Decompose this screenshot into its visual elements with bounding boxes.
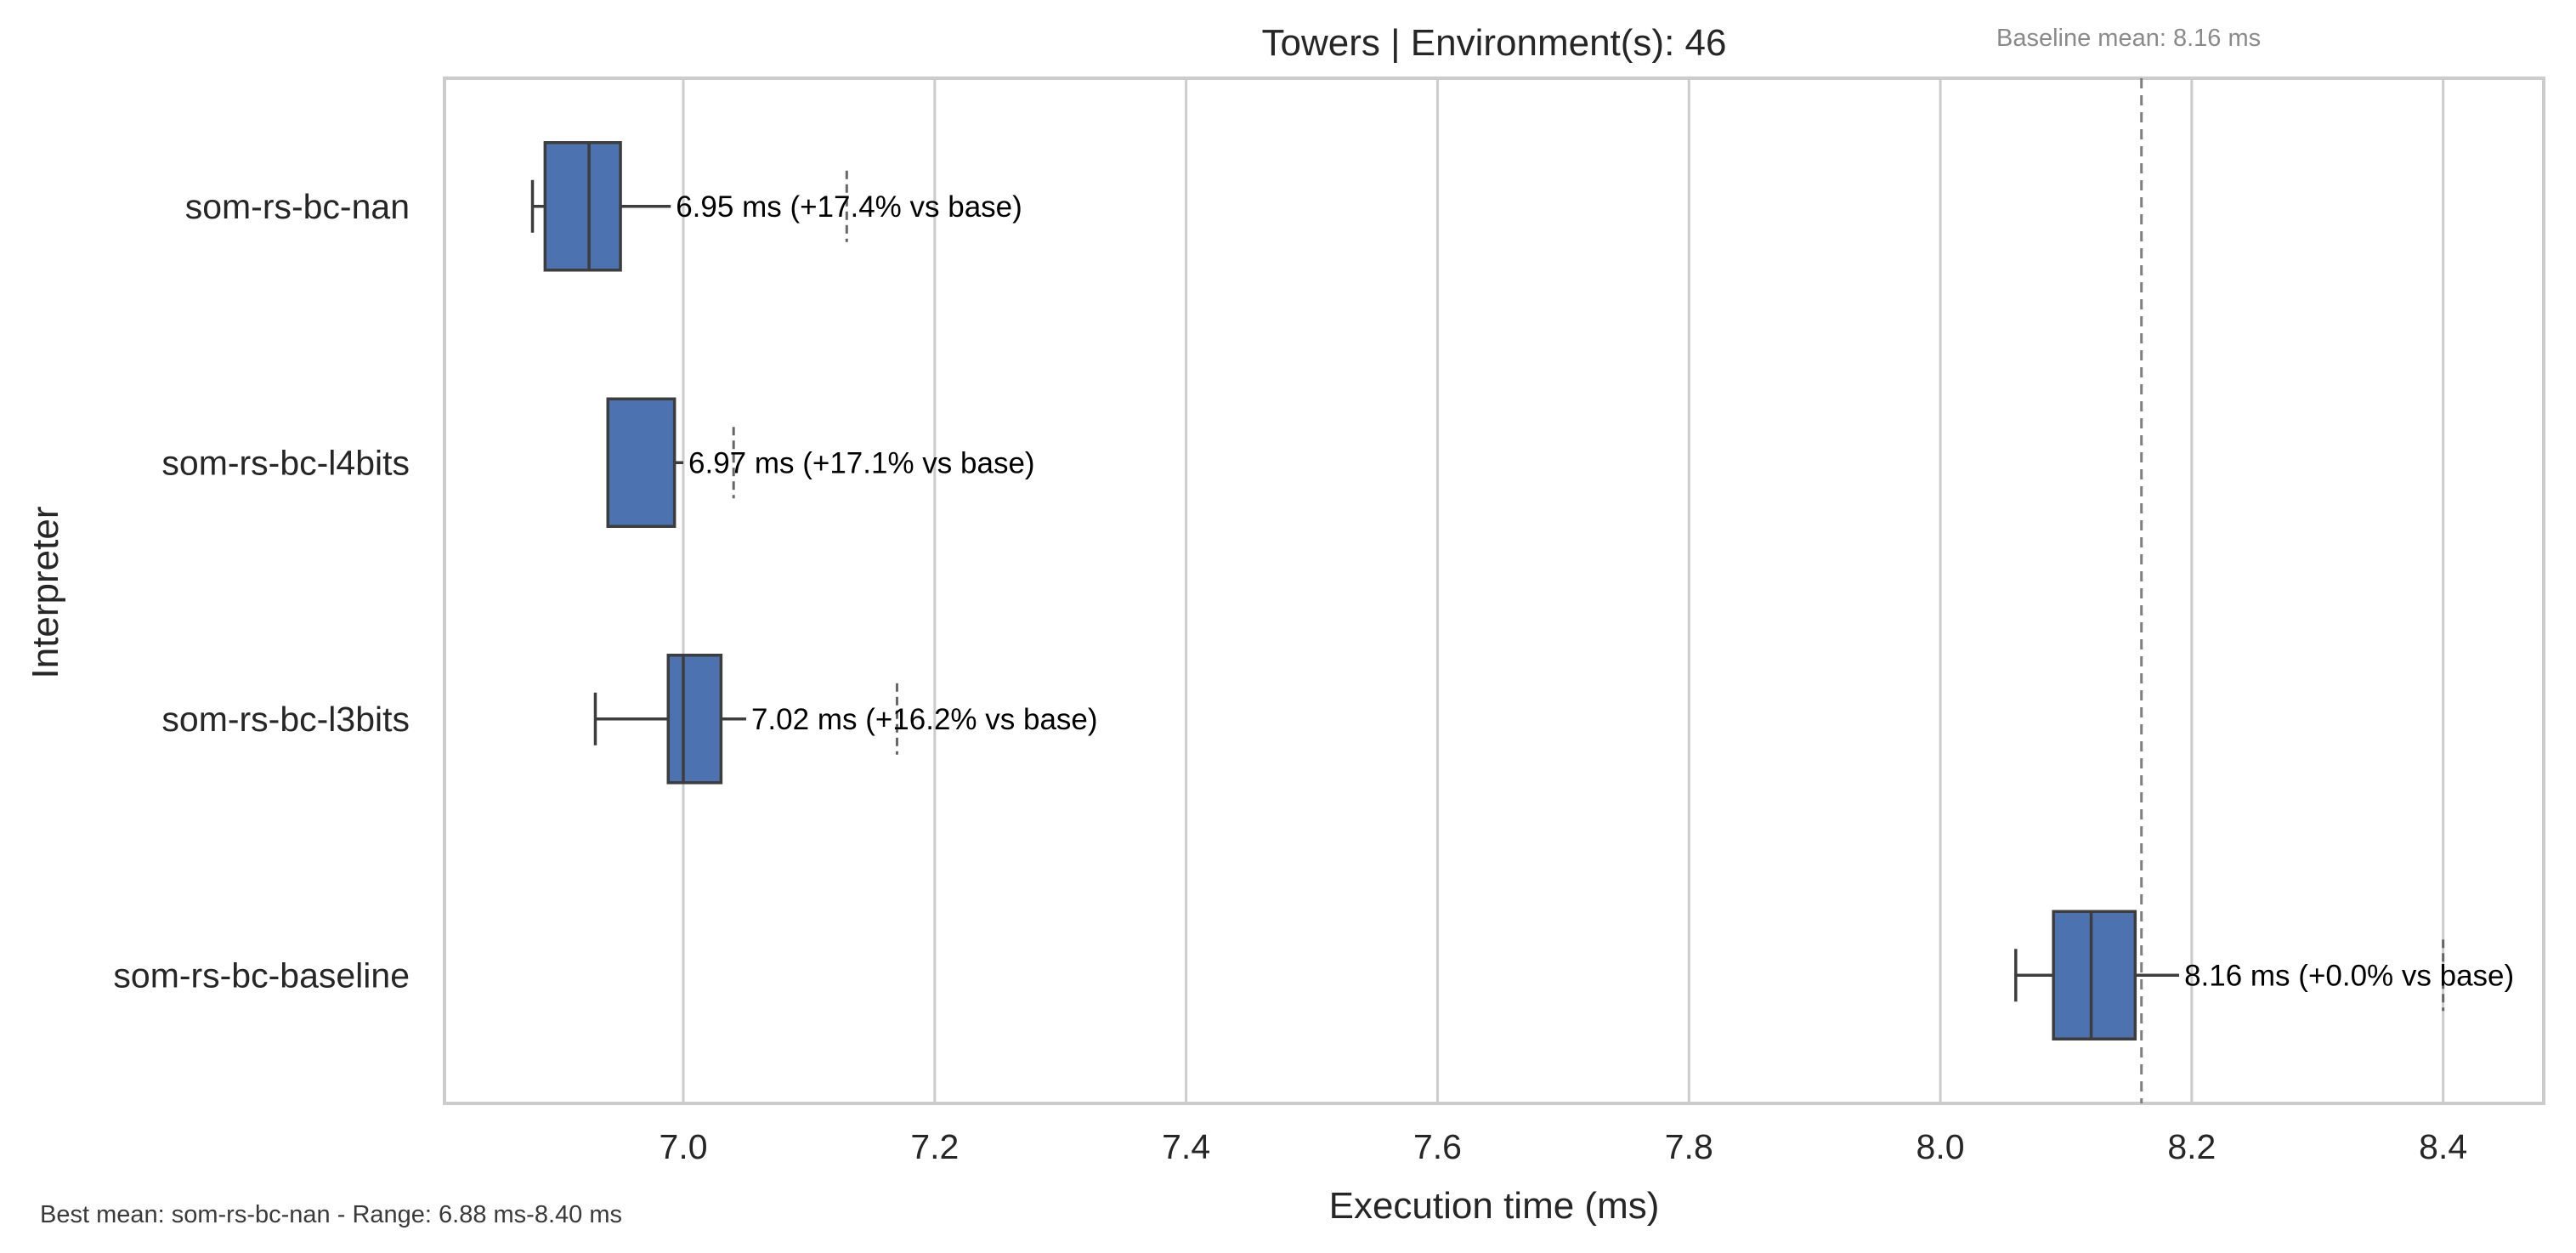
- x-tick-label-7.6: 7.6: [1413, 1127, 1462, 1166]
- box-som-rs-bc-nan: [543, 141, 622, 272]
- annotation-som-rs-bc-baseline: 8.16 ms (+0.0% vs base): [2184, 959, 2514, 992]
- box-som-rs-bc-l4bits: [606, 397, 677, 528]
- box-som-rs-bc-baseline: [2052, 910, 2137, 1040]
- annotation-som-rs-bc-l4bits: 6.97 ms (+17.1% vs base): [688, 446, 1035, 479]
- footer-note: Best mean: som-rs-bc-nan - Range: 6.88 m…: [40, 1201, 622, 1228]
- category-label-som-rs-bc-baseline: som-rs-bc-baseline: [113, 955, 410, 995]
- x-tick-label-7.8: 7.8: [1665, 1127, 1713, 1166]
- chart-title: Towers | Environment(s): 46: [1262, 22, 1727, 64]
- category-label-som-rs-bc-nan: som-rs-bc-nan: [185, 187, 410, 226]
- x-tick-label-8.0: 8.0: [1916, 1127, 1965, 1166]
- category-layer: som-rs-bc-nan som-rs-bc-l4bits som-rs-bc-l…: [113, 187, 410, 995]
- x-tick-label-7.2: 7.2: [910, 1127, 959, 1166]
- y-axis-label: Interpreter: [25, 507, 66, 679]
- annotation-layer: 6.95 ms (+17.4% vs base) 6.97 ms (+17.1% …: [676, 190, 2514, 993]
- x-tick-label-8.4: 8.4: [2419, 1127, 2467, 1166]
- category-label-som-rs-bc-l3bits: som-rs-bc-l3bits: [161, 700, 410, 739]
- category-label-som-rs-bc-l4bits: som-rs-bc-l4bits: [161, 443, 410, 482]
- x-tick-label-7.4: 7.4: [1162, 1127, 1210, 1166]
- x-axis-label: Execution time (ms): [1329, 1185, 1660, 1227]
- plot-frame: [443, 77, 2545, 1105]
- box-layer: [530, 78, 2445, 1103]
- annotation-som-rs-bc-nan: 6.95 ms (+17.4% vs base): [676, 190, 1022, 224]
- x-tick-label-8.2: 8.2: [2167, 1127, 2216, 1166]
- baseline-label: Baseline mean: 8.16 ms: [1996, 25, 2261, 52]
- box-som-rs-bc-l3bits: [666, 654, 723, 785]
- x-tick-label-7.0: 7.0: [660, 1127, 708, 1166]
- grid-layer: [682, 78, 2445, 1103]
- tick-layer: 7.0 7.2 7.4 7.6 7.8 8.0 8.2 8.4: [660, 1127, 2468, 1166]
- annotation-som-rs-bc-l3bits: 7.02 ms (+16.2% vs base): [751, 703, 1098, 736]
